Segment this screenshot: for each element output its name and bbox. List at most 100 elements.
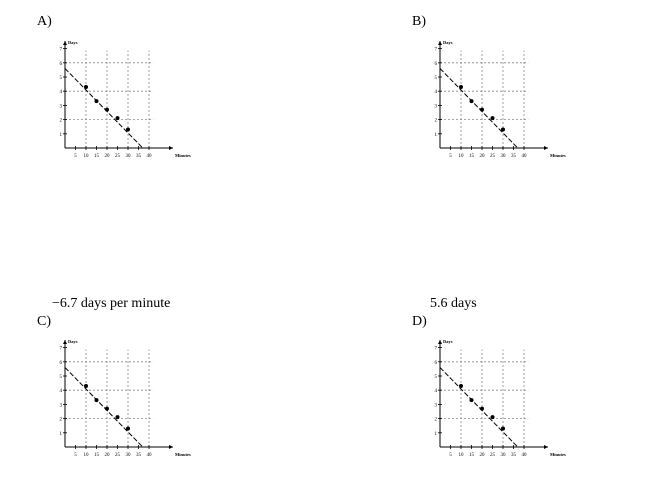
trend-line bbox=[64, 68, 144, 149]
x-tick-label: 15 bbox=[94, 453, 100, 458]
data-point bbox=[115, 415, 120, 420]
option-d-label: D) bbox=[412, 314, 427, 329]
x-axis-title: Minutes bbox=[550, 153, 566, 158]
x-tick-label: 30 bbox=[126, 154, 132, 159]
option-c-label: C) bbox=[37, 314, 51, 329]
x-tick-label: 40 bbox=[522, 154, 528, 159]
data-point bbox=[501, 127, 505, 132]
y-tick-label: 4 bbox=[435, 90, 438, 95]
data-point bbox=[84, 383, 88, 388]
x-tick-label: 35 bbox=[511, 453, 517, 458]
x-tick-label: 30 bbox=[501, 154, 507, 159]
x-tick-label: 15 bbox=[469, 453, 475, 458]
y-tick-label: 7 bbox=[60, 48, 63, 53]
y-tick-label: 1 bbox=[60, 133, 63, 138]
trend-line bbox=[439, 68, 519, 149]
y-tick-label: 2 bbox=[435, 119, 438, 124]
x-axis-title: Minutes bbox=[550, 452, 566, 457]
x-axis-arrow-icon bbox=[544, 445, 548, 449]
y-axis-arrow-icon bbox=[63, 41, 67, 45]
data-point bbox=[469, 398, 474, 403]
data-point bbox=[126, 127, 130, 132]
x-axis-title: Minutes bbox=[175, 153, 191, 158]
y-tick-label: 5 bbox=[60, 76, 63, 81]
x-tick-label: 35 bbox=[511, 154, 517, 159]
y-tick-label: 1 bbox=[60, 432, 63, 437]
y-axis-arrow-icon bbox=[438, 340, 442, 344]
x-tick-label: 10 bbox=[459, 154, 465, 159]
y-tick-label: 1 bbox=[435, 432, 438, 437]
data-point bbox=[480, 406, 484, 411]
x-axis-arrow-icon bbox=[544, 146, 548, 150]
data-point bbox=[490, 415, 495, 420]
y-tick-label: 3 bbox=[435, 403, 438, 408]
x-tick-label: 40 bbox=[522, 453, 528, 458]
data-point bbox=[94, 99, 99, 104]
x-tick-label: 10 bbox=[84, 453, 90, 458]
x-tick-label: 15 bbox=[94, 154, 100, 159]
y-tick-label: 4 bbox=[60, 90, 63, 95]
x-tick-label: 5 bbox=[74, 453, 77, 458]
option-c-answer: −6.7 days per minute bbox=[52, 296, 171, 311]
x-axis-title: Minutes bbox=[175, 452, 191, 457]
data-point bbox=[501, 426, 505, 431]
y-axis-title: Days bbox=[68, 40, 78, 45]
y-tick-label: 7 bbox=[435, 347, 438, 352]
data-point bbox=[105, 406, 109, 411]
option-a-label: A) bbox=[37, 14, 52, 29]
data-point bbox=[480, 107, 484, 112]
y-tick-label: 6 bbox=[435, 361, 438, 366]
data-point bbox=[459, 84, 463, 89]
x-tick-label: 20 bbox=[105, 154, 111, 159]
y-axis-arrow-icon bbox=[63, 340, 67, 344]
y-tick-label: 2 bbox=[60, 418, 63, 423]
data-point bbox=[94, 398, 99, 403]
y-tick-label: 2 bbox=[60, 119, 63, 124]
y-tick-label: 6 bbox=[435, 62, 438, 67]
y-tick-label: 5 bbox=[60, 375, 63, 380]
x-axis-arrow-icon bbox=[169, 146, 173, 150]
option-c-chart: 5 10 15 20 25 30 35 40 1 2 3 4 5 6 7 Minutes Days bbox=[60, 339, 191, 458]
y-tick-label: 4 bbox=[60, 389, 63, 394]
option-b-chart: 5 10 15 20 25 30 35 40 1 2 3 4 5 6 7 Minutes Days bbox=[435, 40, 566, 159]
y-tick-label: 6 bbox=[60, 361, 63, 366]
x-tick-label: 40 bbox=[147, 453, 153, 458]
x-tick-label: 25 bbox=[115, 453, 121, 458]
option-b-label: B) bbox=[412, 14, 426, 29]
option-a-chart: 5 10 15 20 25 30 35 40 1 2 3 4 5 6 7 Minutes Days bbox=[60, 40, 191, 159]
y-tick-label: 7 bbox=[435, 48, 438, 53]
x-tick-label: 20 bbox=[105, 453, 111, 458]
x-tick-label: 15 bbox=[469, 154, 475, 159]
x-tick-label: 25 bbox=[115, 154, 121, 159]
trend-line bbox=[64, 367, 144, 448]
x-tick-label: 10 bbox=[459, 453, 465, 458]
data-point bbox=[490, 116, 495, 121]
y-tick-label: 6 bbox=[60, 62, 63, 67]
x-axis-arrow-icon bbox=[169, 445, 173, 449]
x-tick-label: 10 bbox=[84, 154, 90, 159]
option-d-chart: 5 10 15 20 25 30 35 40 1 2 3 4 5 6 7 Minutes Days bbox=[435, 339, 566, 458]
y-axis-title: Days bbox=[443, 40, 453, 45]
x-tick-label: 20 bbox=[480, 154, 486, 159]
option-d-answer: 5.6 days bbox=[430, 296, 477, 311]
x-tick-label: 5 bbox=[449, 453, 452, 458]
y-tick-label: 5 bbox=[435, 76, 438, 81]
x-tick-label: 5 bbox=[74, 154, 77, 159]
x-tick-label: 5 bbox=[449, 154, 452, 159]
y-tick-label: 3 bbox=[60, 104, 63, 109]
y-axis-title: Days bbox=[68, 339, 78, 344]
x-tick-label: 35 bbox=[136, 154, 142, 159]
y-tick-label: 1 bbox=[435, 133, 438, 138]
data-point bbox=[105, 107, 109, 112]
x-tick-label: 25 bbox=[490, 453, 496, 458]
y-tick-label: 7 bbox=[60, 347, 63, 352]
x-tick-label: 30 bbox=[126, 453, 132, 458]
x-tick-label: 35 bbox=[136, 453, 142, 458]
x-tick-label: 30 bbox=[501, 453, 507, 458]
data-point bbox=[84, 84, 88, 89]
x-tick-label: 25 bbox=[490, 154, 496, 159]
x-tick-label: 40 bbox=[147, 154, 153, 159]
data-point bbox=[469, 99, 474, 104]
trend-line bbox=[439, 367, 519, 448]
y-tick-label: 3 bbox=[435, 104, 438, 109]
